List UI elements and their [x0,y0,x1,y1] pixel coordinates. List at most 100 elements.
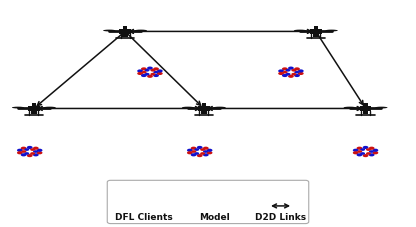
Circle shape [17,149,23,152]
FancyBboxPatch shape [364,104,368,106]
FancyBboxPatch shape [310,30,322,35]
Circle shape [282,75,288,78]
Circle shape [285,70,290,72]
Circle shape [191,147,196,150]
Circle shape [157,70,163,73]
Circle shape [21,147,27,150]
Circle shape [203,206,208,208]
Circle shape [357,153,362,157]
Circle shape [353,149,359,152]
Circle shape [207,207,211,210]
FancyBboxPatch shape [314,27,318,30]
Circle shape [145,70,149,72]
Circle shape [220,204,225,206]
Circle shape [278,73,284,76]
Circle shape [153,72,158,74]
FancyBboxPatch shape [119,30,131,35]
Circle shape [298,70,304,73]
Circle shape [215,203,219,205]
Ellipse shape [182,107,194,109]
Circle shape [220,206,225,208]
Circle shape [298,73,304,76]
Circle shape [360,148,365,151]
FancyBboxPatch shape [32,104,36,106]
Circle shape [153,68,159,71]
Circle shape [357,147,362,150]
FancyBboxPatch shape [107,180,309,224]
FancyBboxPatch shape [122,35,128,37]
FancyBboxPatch shape [313,35,319,37]
Circle shape [187,152,193,155]
Text: DFL Clients: DFL Clients [115,212,173,221]
Circle shape [25,148,29,151]
Circle shape [353,152,359,155]
Ellipse shape [103,30,116,32]
Circle shape [363,154,369,158]
Circle shape [22,151,26,153]
Circle shape [197,154,203,158]
Circle shape [147,67,153,70]
Circle shape [30,148,35,151]
Circle shape [33,153,39,157]
Circle shape [25,153,29,155]
FancyBboxPatch shape [201,111,207,114]
Circle shape [217,205,221,207]
Circle shape [366,148,371,151]
Circle shape [288,75,294,79]
Circle shape [27,146,32,149]
Circle shape [215,207,219,209]
FancyBboxPatch shape [360,106,371,111]
Circle shape [153,75,159,78]
Circle shape [141,75,147,78]
Circle shape [210,203,214,205]
Circle shape [363,146,369,149]
Circle shape [207,202,211,205]
Circle shape [191,153,196,157]
Circle shape [203,153,209,157]
Circle shape [137,70,143,73]
Circle shape [147,75,153,79]
Circle shape [372,152,378,155]
Ellipse shape [12,107,24,109]
Text: D2D Links: D2D Links [255,212,306,221]
Circle shape [360,153,365,155]
Circle shape [33,151,38,153]
Circle shape [151,74,155,76]
Circle shape [187,149,193,152]
Circle shape [369,147,374,150]
Ellipse shape [375,107,388,109]
Ellipse shape [151,206,160,207]
Circle shape [197,146,203,149]
Circle shape [285,74,290,76]
Circle shape [294,75,300,78]
Ellipse shape [325,30,338,32]
Circle shape [21,153,27,157]
Ellipse shape [344,107,356,109]
FancyBboxPatch shape [198,106,210,111]
FancyBboxPatch shape [123,27,127,30]
Ellipse shape [43,107,56,109]
Circle shape [282,68,288,71]
Circle shape [194,148,199,151]
Circle shape [357,151,362,153]
Circle shape [210,207,214,209]
Circle shape [278,70,284,73]
Circle shape [212,201,217,204]
Ellipse shape [294,30,306,32]
Circle shape [37,152,42,155]
FancyBboxPatch shape [202,104,206,106]
Circle shape [157,73,163,76]
FancyBboxPatch shape [141,209,146,211]
Circle shape [142,72,146,74]
Ellipse shape [213,107,226,109]
Circle shape [145,74,149,76]
Circle shape [217,207,222,210]
Circle shape [137,73,143,76]
Circle shape [369,153,374,157]
Circle shape [203,147,209,150]
Circle shape [366,153,371,155]
Circle shape [37,149,42,152]
FancyBboxPatch shape [28,106,40,111]
FancyBboxPatch shape [31,111,37,114]
FancyBboxPatch shape [139,205,148,209]
